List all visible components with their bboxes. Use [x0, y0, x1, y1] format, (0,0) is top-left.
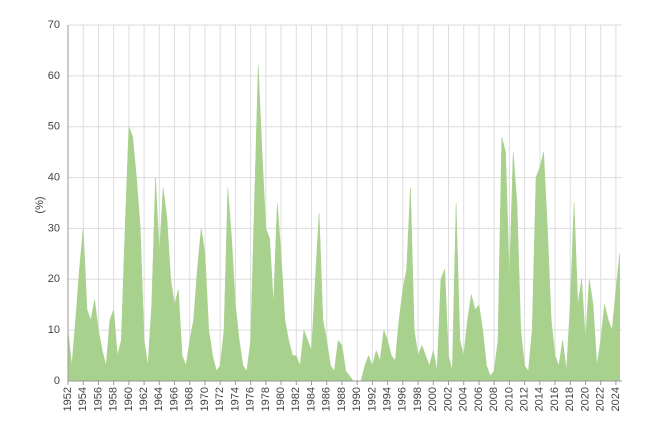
- y-axis-label: (%): [34, 196, 46, 213]
- x-tick-label: 2004: [458, 387, 470, 411]
- x-tick-label: 1952: [62, 387, 74, 411]
- x-tick-label: 1998: [412, 387, 424, 411]
- y-tick-label: 30: [48, 222, 60, 234]
- y-tick-label: 0: [54, 375, 60, 387]
- x-tick-label: 2008: [488, 387, 500, 411]
- x-tick-label: 1956: [92, 387, 104, 411]
- y-tick-label: 40: [48, 171, 60, 183]
- x-tick-label: 1988: [336, 387, 348, 411]
- x-tick-label: 2024: [610, 387, 622, 411]
- x-tick-label: 2010: [503, 387, 515, 411]
- x-tick-label: 1986: [321, 387, 333, 411]
- x-tick-label: 2000: [427, 387, 439, 411]
- x-tick-label: 2016: [549, 387, 561, 411]
- x-tick-label: 1966: [168, 387, 180, 411]
- x-tick-label: 2018: [564, 387, 576, 411]
- x-tick-label: 1962: [138, 387, 150, 411]
- x-tick-label: 1954: [77, 387, 89, 411]
- x-tick-label: 1984: [305, 387, 317, 411]
- x-tick-label: 1990: [351, 387, 363, 411]
- x-tick-label: 1972: [214, 387, 226, 411]
- x-tick-label: 1960: [123, 387, 135, 411]
- x-tick-label: 1992: [366, 387, 378, 411]
- area: [67, 65, 620, 382]
- x-tick-label: 1968: [184, 387, 196, 411]
- y-tick-label: 50: [48, 121, 60, 133]
- x-tick-label: 1958: [108, 387, 120, 411]
- x-tick-label: 2014: [534, 387, 546, 411]
- x-tick-label: 1978: [260, 387, 272, 411]
- x-tick-label: 1964: [153, 387, 165, 411]
- x-tick-label: 2002: [442, 387, 454, 411]
- x-tick-label: 2006: [473, 387, 485, 411]
- x-tick-label: 1970: [199, 387, 211, 411]
- x-tick-label: 1976: [245, 387, 257, 411]
- x-tick-label: 1982: [290, 387, 302, 411]
- x-tick-label: 2022: [595, 387, 607, 411]
- x-tick-label: 2020: [579, 387, 591, 411]
- x-tick-label: 1980: [275, 387, 287, 411]
- y-tick-label: 60: [48, 70, 60, 82]
- y-tick-label: 20: [48, 273, 60, 285]
- y-tick-label: 10: [48, 324, 60, 336]
- x-tick-label: 2012: [518, 387, 530, 411]
- x-tick-label: 1974: [229, 387, 241, 411]
- x-tick-label: 1996: [397, 387, 409, 411]
- x-tick-label: 1994: [382, 387, 394, 411]
- y-tick-label: 70: [48, 19, 60, 31]
